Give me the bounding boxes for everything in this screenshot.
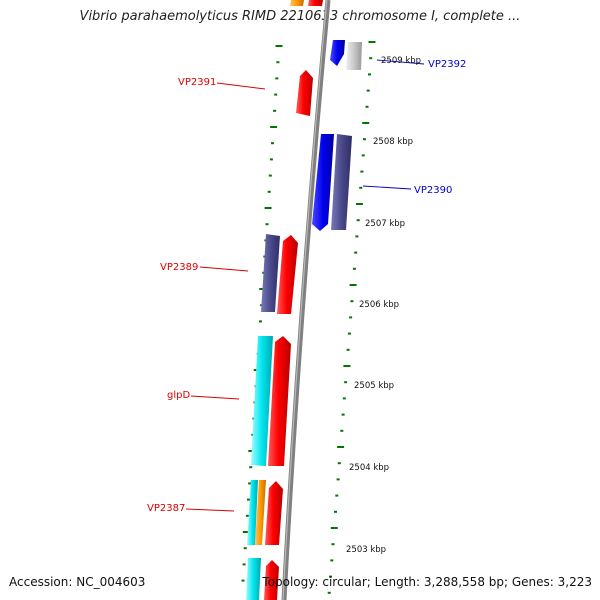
scale-label-2508: 2508 kbp — [373, 137, 413, 147]
gene-arrow-vp2390-blue[interactable] — [312, 134, 334, 231]
leader-lines — [185, 59, 425, 512]
gene-arrow-partial-bottom-cyan[interactable] — [246, 558, 261, 600]
scale-labels: 2509 kbp 2508 kbp 2507 kbp 2506 kbp 2505… — [346, 56, 421, 555]
genome-backbone — [281, 0, 331, 600]
gene-arrow-vp2391[interactable] — [296, 70, 313, 116]
gene-arrow-vp2387-red[interactable] — [265, 481, 283, 545]
gene-label-vp2387[interactable]: VP2387 — [147, 503, 185, 514]
gene-arrow-partial-top-orange[interactable] — [290, 0, 304, 6]
gene-label-vp2392[interactable]: VP2392 — [428, 59, 466, 70]
scale-label-2504: 2504 kbp — [349, 463, 389, 473]
gene-arrow-vp2389-slate[interactable] — [261, 234, 280, 312]
gene-labels: VP2392 VP2391 VP2390 VP2389 glpD VP2387 — [147, 59, 466, 514]
gene-arrow-glpd-red[interactable] — [268, 336, 291, 466]
gene-label-vp2389[interactable]: VP2389 — [160, 262, 198, 273]
scale-label-2509: 2509 kbp — [381, 56, 421, 66]
genome-backbone-highlight — [282, 0, 328, 600]
gene-arrow-vp2392-gray[interactable] — [346, 42, 362, 70]
map-title: Vibrio parahaemolyticus RIMD 2210633 chr… — [79, 9, 521, 24]
gene-label-glpd[interactable]: glpD — [167, 390, 190, 401]
genome-summary: Topology: circular; Length: 3,288,558 bp… — [262, 575, 592, 589]
gene-arrow-vp2387-cyan[interactable] — [247, 480, 258, 545]
gene-track-inner — [246, 0, 313, 600]
scale-label-2506: 2506 kbp — [359, 300, 399, 310]
gene-arrow-vp2387-orange[interactable] — [255, 480, 266, 545]
gene-arrow-vp2389-red[interactable] — [277, 235, 298, 314]
gene-arrow-vp2390-slate[interactable] — [331, 134, 352, 230]
gene-label-vp2390[interactable]: VP2390 — [414, 185, 452, 196]
outer-dotted-track — [327, 41, 376, 594]
accession-info: Accession: NC_004603 — [9, 575, 146, 589]
gene-arrow-glpd-cyan[interactable] — [251, 336, 273, 466]
scale-label-2503: 2503 kbp — [346, 545, 386, 555]
gene-arrow-partial-bottom-red[interactable] — [264, 560, 279, 600]
gene-arrow-partial-top-red[interactable] — [308, 0, 323, 6]
scale-label-2505: 2505 kbp — [354, 381, 394, 391]
gene-arrow-vp2392-blue[interactable] — [330, 40, 345, 66]
scale-label-2507: 2507 kbp — [365, 219, 405, 229]
gene-track-outer — [308, 0, 362, 231]
gene-label-vp2391[interactable]: VP2391 — [178, 77, 216, 88]
